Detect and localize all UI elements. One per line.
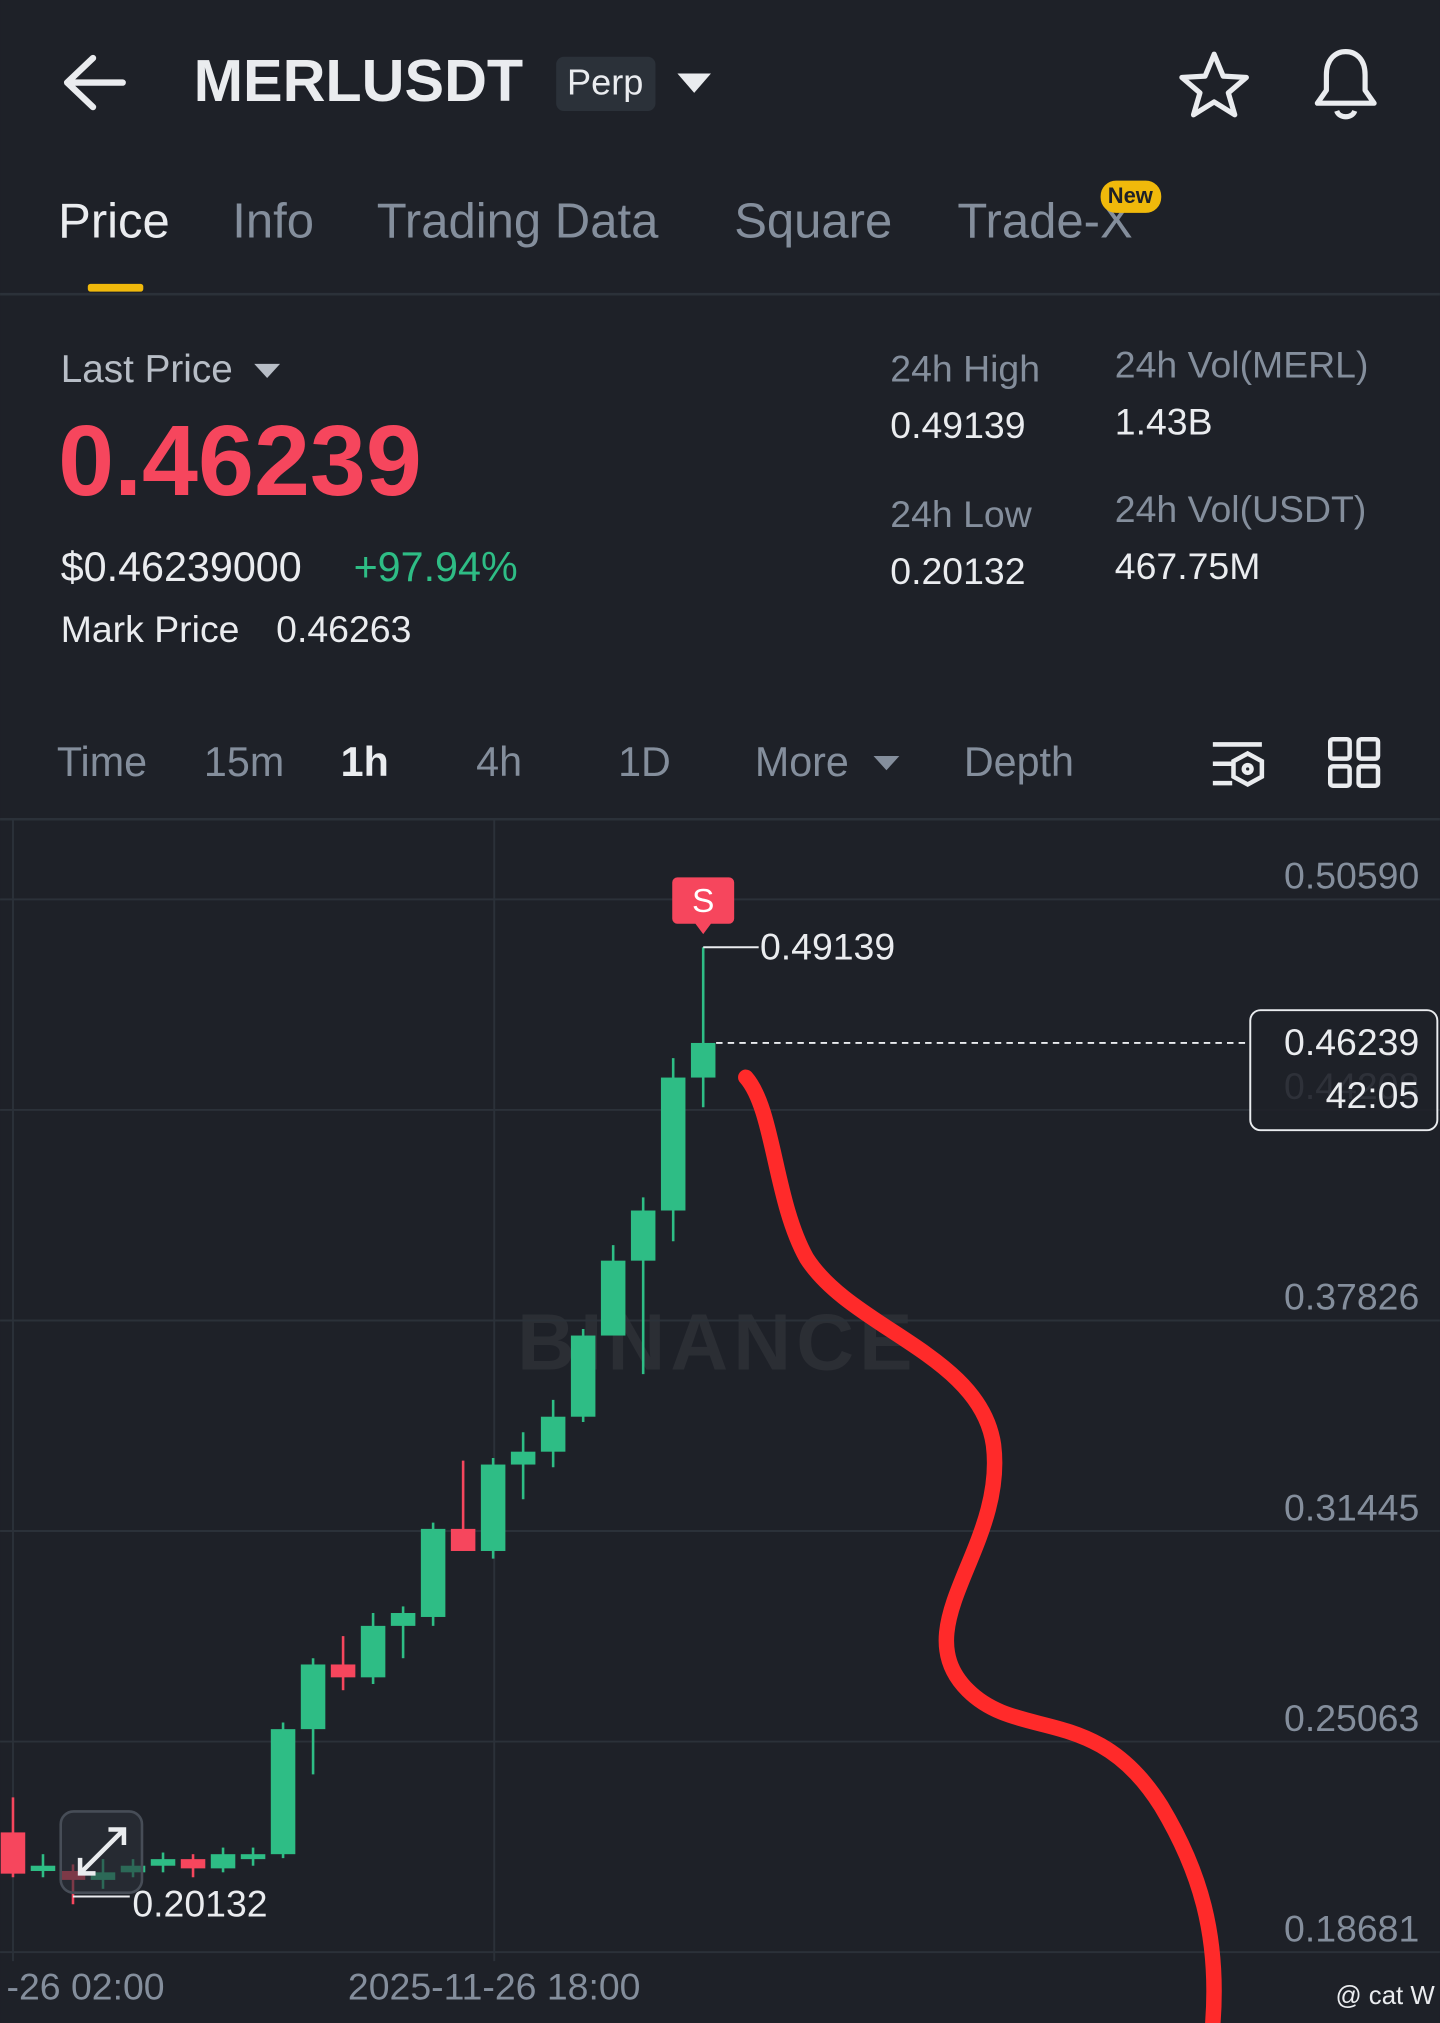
more-dropdown[interactable] <box>873 756 900 771</box>
candle-body <box>150 1859 176 1866</box>
y-tick-label: 0.18681 <box>1284 1907 1419 1949</box>
symbol-dropdown[interactable] <box>677 73 711 93</box>
stats: 24h High 0.49139 24h Low 0.20132 24h Vol(MER… <box>890 344 1368 592</box>
interval[interactable]: Depth <box>964 739 1074 785</box>
perp-badge: Perp <box>567 62 643 103</box>
stat-label: 24h Vol(MERL) <box>1115 344 1369 386</box>
stat-value: 0.49139 <box>890 404 1025 446</box>
tab[interactable]: Price <box>58 194 170 248</box>
candle-body <box>510 1451 536 1465</box>
symbol: MERLUSDT <box>194 47 524 114</box>
candle-body <box>360 1625 386 1678</box>
back-button[interactable] <box>63 54 126 111</box>
last-price: 0.46239 <box>58 405 422 517</box>
expand-icon <box>77 1827 127 1876</box>
last-price-box <box>1249 1009 1439 1132</box>
x-tick-label: 2025-11-26 18:00 <box>348 1965 641 2007</box>
stat-label: 24h Vol(USDT) <box>1115 488 1367 530</box>
candlestick-chart: BINANCE 0.505900.442080.378260.314450.25… <box>0 820 1440 2007</box>
layout-button[interactable] <box>1327 737 1381 788</box>
candle-body <box>270 1729 296 1855</box>
mark-price-label: Mark Price <box>61 608 240 650</box>
candle-body <box>420 1528 446 1617</box>
candle-body <box>600 1260 626 1336</box>
candle-body <box>300 1664 326 1730</box>
candle-body <box>180 1859 206 1869</box>
candle-body <box>390 1613 416 1626</box>
interval-bar: Time 15m 1h 4h 1D More Depth <box>57 739 1074 785</box>
price-change: +97.94% <box>354 544 518 590</box>
candle-body <box>660 1077 686 1211</box>
hand-drawn-annotation <box>738 1069 1222 2023</box>
candle-body <box>450 1528 476 1551</box>
candle-body <box>210 1854 236 1869</box>
favorite-button[interactable] <box>1179 51 1249 118</box>
stat-value: 1.43B <box>1115 400 1213 442</box>
interval[interactable]: 1h <box>341 739 389 785</box>
candle-body <box>480 1464 506 1551</box>
alert-button[interactable] <box>1314 49 1377 120</box>
candle-body <box>330 1664 356 1678</box>
low-label: 0.20132 <box>132 1883 267 1925</box>
countdown: 42:05 <box>1326 1074 1420 1116</box>
interval[interactable]: 15m <box>204 739 284 785</box>
new-badge-bg <box>1100 180 1162 213</box>
interval[interactable]: 1D <box>618 739 671 785</box>
usd-price: $0.46239000 <box>61 544 302 590</box>
candle-body <box>630 1210 656 1261</box>
x-tick-label: -26 02:00 <box>7 1965 165 2007</box>
perp-badge-bg <box>556 56 656 111</box>
candle-body <box>0 1832 26 1874</box>
y-tick-label: 0.50590 <box>1284 855 1419 897</box>
tab[interactable]: Info <box>232 194 314 248</box>
stat-value: 467.75M <box>1115 545 1261 587</box>
interval[interactable]: More <box>755 739 849 785</box>
last-price-label: Last Price <box>61 348 233 391</box>
last-price-dropdown[interactable] <box>254 363 281 379</box>
candle-body <box>540 1416 566 1452</box>
y-tick-label: 0.37826 <box>1284 1276 1419 1318</box>
interval[interactable]: 4h <box>476 739 522 785</box>
tab[interactable]: Trading Data <box>377 194 659 248</box>
new-badge: New <box>1108 183 1154 208</box>
candle-body <box>570 1335 596 1417</box>
last-price-tag: 0.46239 <box>1284 1021 1419 1063</box>
mark-price: 0.46263 <box>276 608 411 650</box>
interval[interactable]: Time <box>57 739 147 785</box>
signal-marker <box>672 877 735 935</box>
credit: @ cat W <box>1335 1982 1435 2010</box>
stat-label: 24h High <box>890 347 1040 389</box>
indicator-button[interactable] <box>1212 742 1265 788</box>
candle-body <box>240 1854 266 1860</box>
y-tick-label: 0.31445 <box>1284 1486 1419 1528</box>
high-label: 0.49139 <box>760 926 895 968</box>
signal-label: S <box>692 883 714 920</box>
candle-body <box>30 1865 56 1872</box>
active-tab-indicator <box>87 283 144 292</box>
stat-value: 0.20132 <box>890 550 1025 592</box>
y-tick-label: 0.25063 <box>1284 1697 1419 1739</box>
stat-label: 24h Low <box>890 493 1032 535</box>
candle-body <box>690 1042 716 1078</box>
tab[interactable]: Square <box>734 194 892 248</box>
